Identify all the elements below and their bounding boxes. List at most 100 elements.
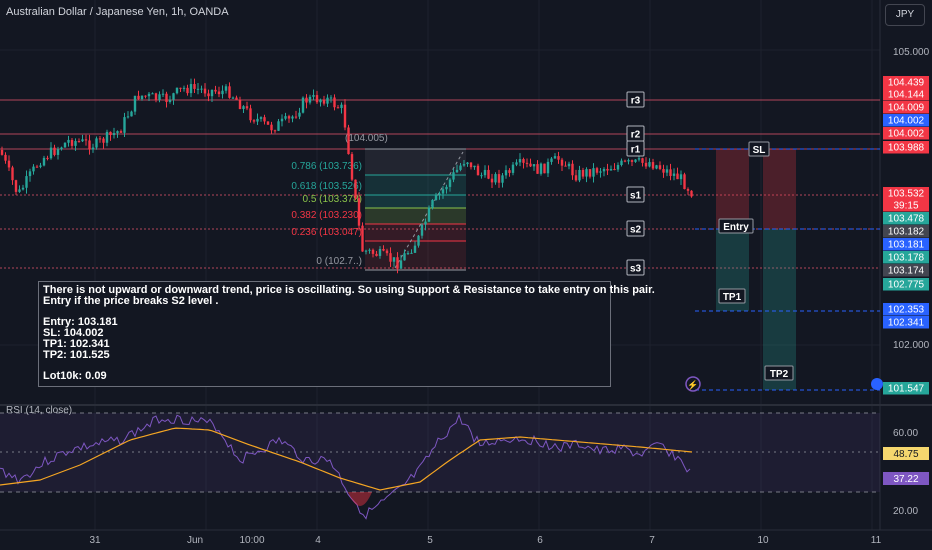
candle-body (627, 160, 630, 162)
candle-body (336, 107, 340, 109)
candle-body (690, 190, 693, 197)
candle-body (683, 174, 686, 190)
price-tag: 104.002 (888, 116, 925, 127)
candle-body (560, 159, 564, 166)
candle-body (448, 179, 452, 187)
price-tag-bg (883, 316, 929, 329)
candle-body (70, 139, 74, 146)
lightning-icon: ⚡ (687, 379, 698, 391)
candle-body (497, 174, 501, 183)
candle-body (158, 94, 161, 100)
price-tag: 103.532 (888, 189, 925, 200)
price-tag: 102.775 (888, 280, 925, 291)
level-tag-s2 (626, 220, 645, 237)
candle-body (634, 159, 637, 162)
candle-body (532, 164, 536, 167)
candle-body (151, 93, 154, 95)
candle-body (102, 138, 105, 143)
candle-body (133, 95, 137, 112)
rsi-tick: 20.00 (893, 506, 918, 517)
note-line-1: There is not upward or downward trend, p… (43, 284, 655, 296)
candle-body (165, 93, 168, 102)
note-entry: Entry: 103.181 (43, 316, 118, 328)
tp2-label: TP2 (770, 369, 789, 380)
candle-body (578, 169, 581, 181)
candle-body (305, 97, 308, 103)
fib-label: 0.5 (103.378) (303, 194, 363, 205)
candle-body (368, 249, 371, 251)
candle-body (231, 97, 235, 99)
candle-body (441, 189, 445, 194)
candle-body (417, 235, 420, 246)
rsi-tag-bg (883, 447, 929, 460)
rsi-label: RSI (14, close) (6, 405, 73, 416)
candle-body (214, 89, 217, 92)
candle-body (203, 88, 207, 94)
candle-body (571, 163, 574, 176)
candle-body (665, 169, 669, 173)
candle-body (672, 173, 676, 176)
candle-body (116, 131, 119, 134)
candle-body (620, 160, 623, 166)
tp1-label-box (718, 288, 746, 304)
candle-body (53, 147, 56, 155)
candle-body (277, 121, 280, 131)
candle-body (266, 121, 270, 125)
time-label: 5 (427, 535, 433, 546)
candle-body (39, 165, 42, 167)
candle-body (137, 95, 140, 100)
price-tag: 103.178 (888, 253, 925, 264)
level-label-r1: r1 (631, 145, 641, 156)
candle-body (637, 158, 641, 160)
candle-body (529, 163, 532, 167)
price-tag-bg (883, 225, 929, 238)
candle-body (424, 221, 427, 225)
candle-body (536, 164, 539, 174)
candle-body (273, 130, 277, 132)
rsi-ma-line (0, 427, 693, 491)
sl-label-box (748, 141, 770, 157)
candle-body (224, 86, 228, 91)
candle-body (0, 150, 4, 155)
candle-body (161, 93, 165, 95)
price-tag: 103.174 (888, 266, 925, 277)
tp1-label: TP1 (723, 292, 742, 303)
time-label: Jun (187, 535, 203, 546)
tp2-label-box (764, 365, 794, 381)
candle-body (543, 163, 546, 174)
candle-body (221, 90, 224, 95)
candle-body (406, 253, 410, 255)
candle-body (592, 168, 595, 177)
candle-body (511, 164, 515, 173)
candle-body (445, 186, 448, 190)
price-tag: 104.002 (888, 129, 925, 140)
target-zone-2 (763, 229, 796, 390)
fib-zone-top (365, 149, 466, 175)
candle-body (469, 162, 473, 168)
candle-body (553, 156, 557, 159)
candle-body (291, 116, 294, 119)
candle-body (420, 224, 424, 236)
candle-body (375, 253, 378, 256)
candle-body (46, 157, 49, 159)
candle-body (126, 116, 130, 118)
candle-body (518, 159, 522, 163)
candle-body (347, 127, 350, 155)
price-tag: 102.341 (888, 318, 925, 329)
candle-body (175, 87, 179, 94)
alert-icon (685, 376, 701, 392)
currency-button[interactable]: JPY (885, 4, 925, 26)
candle-body (119, 131, 123, 133)
candle-body (179, 87, 182, 89)
candle-body (480, 175, 483, 177)
candle-body (501, 175, 504, 183)
candle-body (539, 163, 543, 174)
candle-body (11, 167, 14, 181)
candle-body (515, 162, 518, 165)
rsi-tag: 48.75 (893, 449, 918, 460)
note-lot: Lot10k: 0.09 (43, 370, 107, 382)
candle-body (522, 159, 525, 163)
candle-body (56, 149, 60, 155)
price-tag: 104.144 (888, 90, 925, 101)
